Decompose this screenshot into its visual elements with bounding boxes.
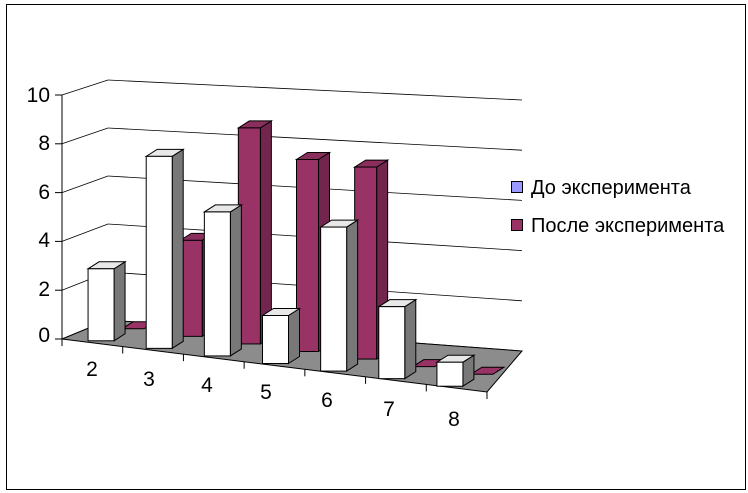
x-tick-label: 5	[260, 381, 272, 404]
bar-before-side	[171, 148, 184, 350]
bar-before	[202, 204, 244, 357]
gridline	[107, 79, 523, 101]
bar-before-front	[320, 226, 348, 372]
y-tick-label: 10	[27, 84, 50, 107]
legend: До эксперимента После эксперимента	[507, 175, 747, 251]
axes	[55, 94, 488, 399]
bar-before-front	[145, 155, 173, 349]
bar-before-side	[346, 219, 359, 372]
bar-before-side	[229, 204, 242, 357]
bar-after	[469, 366, 506, 375]
y-tick-label: 2	[38, 278, 50, 301]
gridline	[107, 127, 523, 151]
bar-before-front	[203, 211, 231, 357]
bar-before-front	[436, 361, 464, 387]
x-tick-label: 3	[143, 368, 155, 391]
bar-before	[260, 307, 302, 365]
x-tick-label: 6	[321, 389, 333, 412]
bar-before-front	[262, 315, 289, 364]
y-tick-labels: 0 2 4 6 8 10	[27, 84, 51, 347]
bar-after	[352, 159, 390, 360]
bars	[86, 120, 506, 388]
legend-swatch	[511, 181, 523, 193]
x-tick-label: 4	[201, 374, 213, 397]
legend-label: После эксперимента	[531, 215, 725, 237]
gridline-side	[61, 127, 109, 145]
legend-swatch	[511, 219, 523, 231]
x-tick-label: 8	[448, 408, 460, 431]
gridline-side	[61, 223, 109, 242]
bar-before	[318, 219, 360, 372]
bar-after	[236, 120, 274, 345]
y-tick-label: 4	[38, 229, 50, 252]
y-tick-label: 0	[38, 324, 50, 347]
bar-before-front	[378, 306, 406, 380]
bar-before	[86, 260, 127, 342]
bar-before-front	[87, 268, 115, 342]
bar-before	[144, 148, 185, 350]
y-tick-label: 8	[38, 132, 50, 155]
bar-before	[435, 354, 476, 388]
gridline-side	[61, 175, 109, 193]
bar-before-side	[404, 298, 417, 380]
bar-before-side	[288, 307, 300, 365]
bar-before	[377, 298, 418, 380]
legend-item: После эксперимента	[507, 213, 747, 239]
bar-before-side	[113, 260, 126, 342]
x-tick-label: 7	[383, 398, 395, 421]
legend-label: До эксперимента	[531, 177, 691, 199]
bar-after-face	[469, 366, 506, 375]
x-tick-label: 2	[86, 358, 98, 381]
bar-after-front	[296, 159, 319, 352]
gridline-side	[61, 79, 109, 96]
x-tick-labels: 2 3 4 5 6 7 8	[86, 358, 460, 431]
legend-item: До эксперимента	[507, 175, 747, 201]
y-tick-label: 6	[38, 181, 50, 204]
